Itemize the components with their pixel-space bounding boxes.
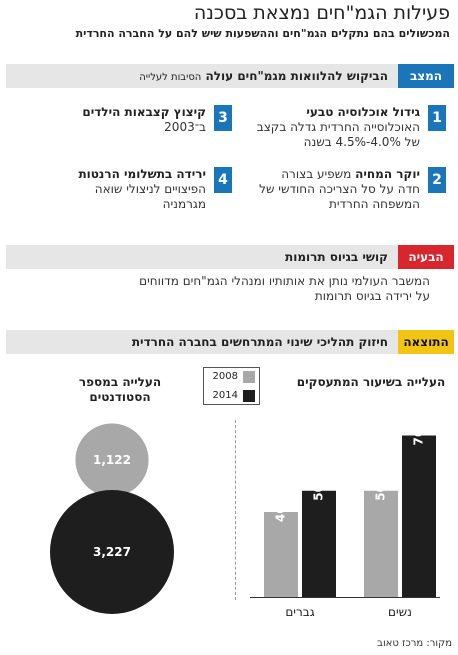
reason-text: ירידה בתשלומי הרנטות הפיצויים לניצולי שו… [66,167,206,212]
bar-chart-baseline [250,597,440,598]
reason-item-1: 1 גידול אוכלוסיה טבעי האוכלוסייה החרדית ג… [256,105,446,175]
reason-bold: גידול אוכלוסיה טבעי [306,105,420,119]
problem-heading: קושי בגיוס תרומות [285,250,388,264]
reason-bold: יוקר המחיה [355,167,420,181]
bar-2008 [264,512,298,597]
bubble-value-label: 3,227 [93,545,131,559]
chart-divider [235,420,236,600]
result-heading: חיזוק תהליכי שינוי המתרחשים בחברה החרדית [131,335,388,349]
bar-2014 [402,435,436,597]
reason-number: 2 [428,167,446,193]
category-label: נשים [388,605,412,619]
chart-legend: 2008 2014 [203,367,260,405]
bubble-value-label: 1,122 [93,453,131,467]
page-subtitle: המכשולים בהם נתקלים הגמ"חים וההשפעות שיש… [75,27,450,40]
reason-text: יוקר המחיה משפיע בצורה חדה על סל הצריכה … [256,167,420,212]
bubble-2008 [75,423,149,497]
bubble-2014 [50,490,174,614]
bubble-chart-title: העלייה במספר הסטודנטים [78,375,162,404]
bar-value-label: 76% [412,417,426,446]
legend-label: 2008 [212,371,238,382]
situation-heading: הביקוש להלוואות מגמ"חים עולה הסיבות לעלי… [139,69,398,83]
reason-item-4: 4 ירידה בתשלומי הרנטות הפיצויים לניצולי … [42,167,232,237]
legend-label: 2014 [212,390,238,401]
problem-bar: הבעיה קושי בגיוס תרומות [6,245,454,269]
bar-value-label: 50% [312,472,326,501]
bar-value-label: 50% [374,472,388,501]
category-label: גברים [285,605,314,619]
problem-tag: הבעיה [398,245,454,269]
reason-body: ב־2003 [164,120,206,134]
reason-body: האוכלוסייה החרדית גדלה בקצב של 4.0%-4.5%… [256,120,420,149]
result-bar: התוצאה חיזוק תהליכי שינוי המתרחשים בחברה… [6,330,454,354]
reason-body: משפיע בצורה חדה על סל הצריכה החודשי של ה… [259,167,420,211]
reason-bold: ירידה בתשלומי הרנטות [78,167,206,181]
situation-tag: המצב [398,64,454,88]
reason-number: 3 [214,105,232,131]
reason-item-2: 2 יוקר המחיה משפיע בצורה חדה על סל הצריכ… [256,167,446,237]
reason-text: גידול אוכלוסיה טבעי האוכלוסייה החרדית גדל… [256,105,420,150]
situation-heading-small: הסיבות לעלייה [139,72,202,83]
legend-item-2014: 2014 [204,387,259,404]
reason-text: קיצוץ קצבאות הילדים ב־2003 [76,105,206,135]
legend-swatch [243,370,255,383]
legend-swatch [243,389,255,402]
bar-value-label: 40% [274,493,288,522]
bar-2008 [364,490,398,597]
legend-item-2008: 2008 [204,368,259,385]
problem-text: המשבר העולמי נותן את אותותיו ומנהלי הגמ"… [139,274,430,303]
result-tag: התוצאה [398,330,454,354]
bar-chart-title: העלייה בשיעור המתעסקים [296,375,446,389]
situation-bar: המצב הביקוש להלוואות מגמ"חים עולה הסיבות… [6,64,454,88]
reason-bold: קיצוץ קצבאות הילדים [82,105,206,119]
reason-item-3: 3 קיצוץ קצבאות הילדים ב־2003 [42,105,232,175]
reason-number: 1 [428,105,446,131]
bar-2014 [302,490,336,597]
reason-number: 4 [214,167,232,193]
situation-heading-main: הביקוש להלוואות מגמ"חים עולה [205,69,388,83]
page-title: פעילות הגמ"חים נמצאת בסכנה [193,2,450,24]
reason-body: הפיצויים לניצולי שואה מגרמניה [94,182,206,211]
source-note: מקור: מרכז טאוב [377,638,452,649]
